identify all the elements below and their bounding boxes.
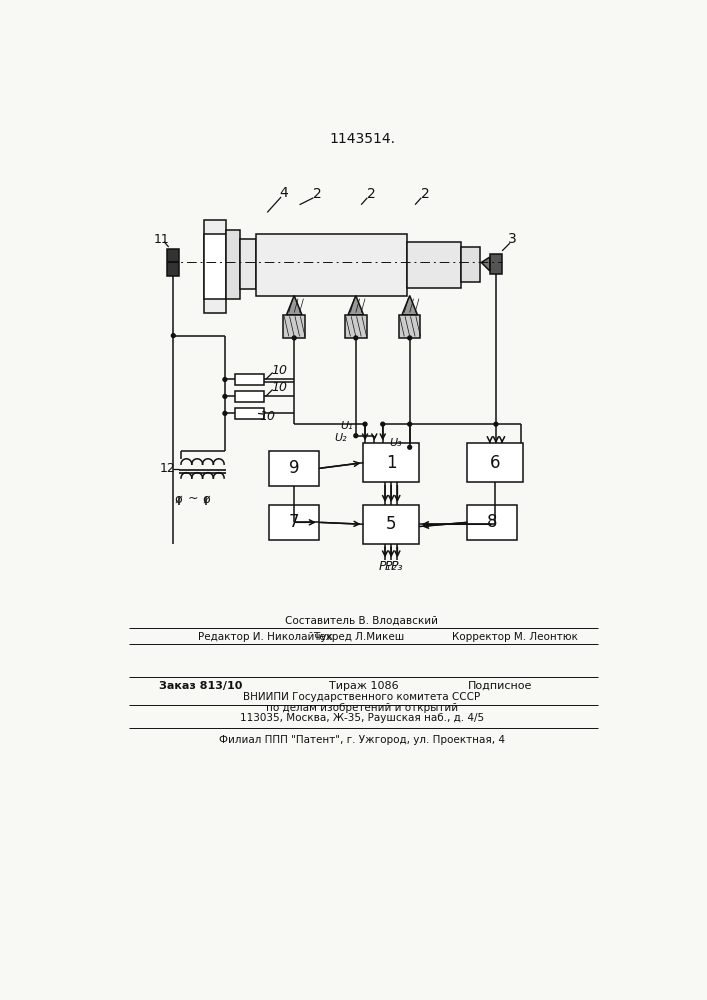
Text: P₂: P₂	[385, 560, 397, 573]
Text: ВНИИПИ Государственного комитета СССР: ВНИИПИ Государственного комитета СССР	[243, 692, 481, 702]
Text: 4: 4	[280, 186, 288, 200]
Text: ~: ~	[187, 492, 198, 505]
Text: Филиал ППП "Патент", г. Ужгород, ул. Проектная, 4: Филиал ППП "Патент", г. Ужгород, ул. Про…	[219, 735, 505, 745]
Bar	[240, 239, 257, 289]
Text: 7: 7	[288, 513, 299, 531]
Circle shape	[408, 336, 411, 340]
Polygon shape	[481, 257, 490, 271]
Text: 10: 10	[271, 364, 288, 377]
Text: ø: ø	[203, 492, 210, 505]
Text: ø: ø	[175, 492, 182, 505]
Circle shape	[381, 422, 385, 426]
Bar	[399, 315, 421, 338]
Text: Составитель В. Влодавский: Составитель В. Влодавский	[286, 615, 438, 626]
Circle shape	[171, 334, 175, 338]
Polygon shape	[402, 296, 417, 315]
Text: 6: 6	[490, 454, 501, 472]
Bar	[204, 234, 226, 299]
Text: Редактор И. Николайчук: Редактор И. Николайчук	[198, 632, 333, 642]
Bar	[490, 254, 502, 274]
Bar	[345, 315, 366, 338]
Text: Корректор М. Леонтюк: Корректор М. Леонтюк	[452, 632, 578, 642]
Bar	[269, 505, 319, 540]
Text: P₁: P₁	[379, 560, 391, 573]
Text: 10: 10	[259, 410, 275, 423]
Circle shape	[408, 445, 411, 449]
Polygon shape	[348, 296, 363, 315]
Bar	[407, 242, 460, 288]
Text: U₃: U₃	[390, 438, 402, 448]
Text: 9: 9	[288, 459, 299, 477]
Text: по делам изобретений и открытий: по делам изобретений и открытий	[266, 703, 458, 713]
Bar	[204, 220, 226, 312]
Text: 2: 2	[313, 187, 322, 201]
Bar	[257, 234, 407, 296]
Text: U₂: U₂	[334, 433, 346, 443]
Text: 1: 1	[386, 454, 397, 472]
Bar	[284, 315, 305, 338]
Bar	[167, 249, 180, 276]
Bar	[460, 247, 480, 282]
Circle shape	[494, 422, 498, 426]
Text: 8: 8	[487, 513, 498, 531]
Text: 2: 2	[421, 187, 429, 201]
Text: 1143514.: 1143514.	[329, 132, 395, 146]
Circle shape	[408, 422, 411, 426]
Circle shape	[223, 378, 227, 381]
Text: U₁: U₁	[341, 421, 354, 431]
Circle shape	[223, 395, 227, 398]
Text: Заказ 813/10: Заказ 813/10	[160, 681, 243, 691]
Circle shape	[363, 422, 367, 426]
Circle shape	[292, 336, 296, 340]
Text: 113035, Москва, Ж-35, Раушская наб., д. 4/5: 113035, Москва, Ж-35, Раушская наб., д. …	[240, 713, 484, 723]
Bar	[363, 505, 419, 544]
Bar	[363, 443, 419, 482]
Bar	[467, 505, 518, 540]
Circle shape	[354, 434, 358, 438]
Text: 11: 11	[154, 233, 170, 246]
Text: 3: 3	[508, 232, 517, 246]
Text: 2: 2	[367, 187, 375, 201]
Text: 5: 5	[386, 515, 397, 533]
Text: Подписное: Подписное	[467, 681, 532, 691]
Bar	[269, 451, 319, 486]
Bar	[235, 391, 264, 402]
Bar	[467, 443, 523, 482]
Text: P₃: P₃	[391, 560, 404, 573]
Text: 10: 10	[271, 381, 288, 394]
Circle shape	[223, 411, 227, 415]
Bar	[235, 408, 264, 419]
Text: Тираж 1086: Тираж 1086	[329, 681, 399, 691]
Circle shape	[354, 336, 358, 340]
Text: Техред Л.Микеш: Техред Л.Микеш	[313, 632, 404, 642]
Polygon shape	[286, 296, 302, 315]
Text: 12: 12	[159, 462, 175, 475]
Bar	[235, 374, 264, 385]
Bar	[226, 230, 240, 299]
